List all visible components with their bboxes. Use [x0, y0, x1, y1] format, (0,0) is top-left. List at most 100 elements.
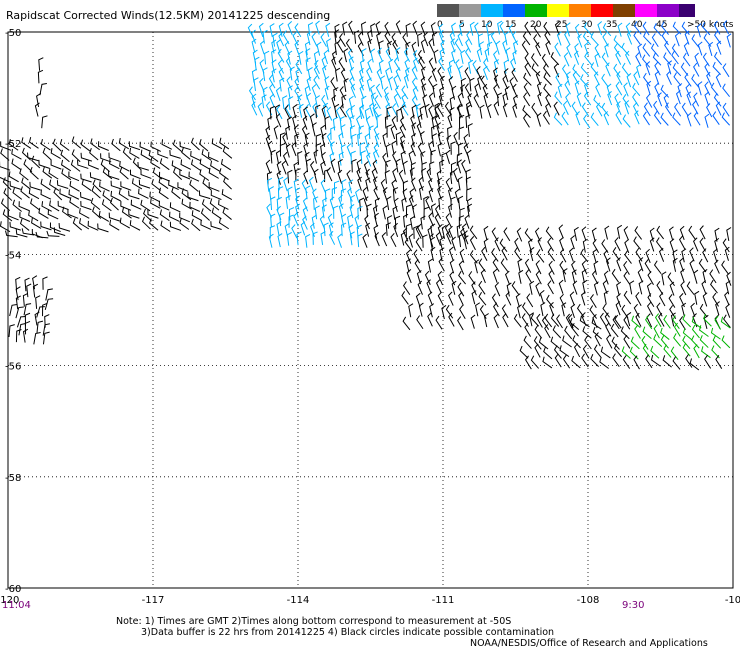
wind-barb: [251, 38, 257, 53]
wind-barb: [547, 280, 554, 295]
wind-barb: [512, 103, 517, 118]
wind-barb: [321, 94, 329, 109]
wind-barb: [458, 215, 465, 229]
wind-barb: [312, 188, 318, 203]
wind-barb: [456, 103, 463, 118]
wind-barb: [597, 21, 603, 36]
wind-barb: [261, 94, 267, 109]
wind-barb: [90, 138, 100, 151]
wind-barb: [315, 104, 321, 119]
wind-barb: [427, 226, 433, 241]
wind-barb: [704, 354, 712, 369]
wind-barb: [555, 73, 562, 88]
wind-barb: [487, 41, 493, 56]
wind-barb: [590, 112, 599, 126]
wind-barb: [335, 67, 341, 82]
wind-barb: [612, 315, 620, 330]
wind-barb: [449, 31, 456, 46]
wind-barb: [701, 22, 711, 36]
wind-barb: [647, 293, 655, 307]
wind-barb: [533, 23, 541, 38]
wind-barb: [681, 302, 687, 317]
wind-barb: [561, 302, 567, 317]
colorbar-label: 20: [530, 20, 542, 30]
wind-barb: [358, 125, 365, 139]
wind-barb: [120, 201, 132, 211]
wind-barb: [271, 39, 277, 54]
wind-barb: [434, 102, 440, 117]
wind-barb: [40, 221, 52, 231]
wind-barb: [561, 111, 569, 126]
wind-barb: [210, 160, 221, 172]
wind-barb: [633, 71, 640, 86]
wind-barb: [366, 203, 372, 218]
wind-barb: [720, 316, 731, 329]
wind-barb: [320, 124, 326, 139]
wind-barb: [0, 141, 12, 151]
wind-barb: [339, 86, 346, 101]
wind-barb: [428, 177, 434, 193]
wind-barb: [402, 227, 409, 242]
wind-barb: [468, 271, 476, 285]
wind-barb: [484, 47, 490, 63]
wind-barb: [402, 160, 408, 175]
wind-barb: [684, 72, 692, 87]
wind-barb: [0, 198, 10, 212]
wind-barb: [391, 116, 398, 131]
wind-barb: [710, 279, 718, 294]
wind-barb: [248, 86, 256, 101]
wind-barb: [516, 227, 523, 242]
wind-barb: [348, 179, 354, 194]
wind-barb: [472, 60, 479, 75]
colorbar-label: 15: [505, 20, 517, 30]
wind-barb: [190, 137, 200, 151]
wind-barb: [494, 237, 501, 252]
wind-barb: [458, 270, 466, 285]
wind-barb: [128, 190, 140, 200]
wind-barb: [633, 21, 642, 35]
wind-barb: [601, 239, 609, 253]
wind-barb: [554, 91, 563, 105]
wind-barb: [427, 258, 433, 273]
wind-barb: [218, 199, 229, 210]
wind-barb: [438, 56, 445, 71]
wind-barb: [476, 66, 482, 81]
wind-barb: [137, 162, 149, 171]
wind-barb: [670, 312, 676, 327]
wind-barb: [295, 168, 301, 182]
wind-barb: [622, 94, 630, 108]
wind-barb: [180, 159, 192, 170]
wind-barb: [723, 314, 731, 328]
wind-barb: [590, 62, 599, 76]
wind-barb: [357, 233, 363, 248]
wind-barb: [589, 294, 597, 309]
wind-barb: [544, 313, 553, 328]
wind-barb: [119, 217, 131, 229]
wind-barb: [28, 188, 40, 200]
wind-barb: [461, 223, 467, 238]
wind-barb: [18, 201, 30, 212]
wind-barb: [181, 147, 191, 160]
wind-barb: [562, 100, 569, 115]
wind-barb: [305, 233, 311, 248]
wind-barb: [660, 84, 670, 98]
wind-barb: [646, 282, 652, 297]
wind-barb: [437, 66, 444, 81]
wind-barb: [430, 22, 436, 37]
wind-barb: [523, 335, 532, 349]
wind-barb: [564, 325, 573, 340]
wind-barb: [69, 197, 80, 209]
wind-barb: [275, 149, 281, 164]
wind-barb: [24, 312, 31, 327]
wind-barb: [0, 172, 10, 183]
wind-barb: [118, 138, 129, 150]
wind-barb: [594, 43, 601, 59]
wind-barb: [539, 290, 545, 305]
wind-barb: [0, 161, 11, 171]
wind-barb: [669, 305, 677, 319]
colorbar-label: 25: [556, 20, 568, 30]
wind-barb: [548, 269, 555, 284]
wind-barb: [464, 67, 472, 82]
wind-barb: [410, 114, 416, 129]
wind-barb: [574, 43, 580, 58]
